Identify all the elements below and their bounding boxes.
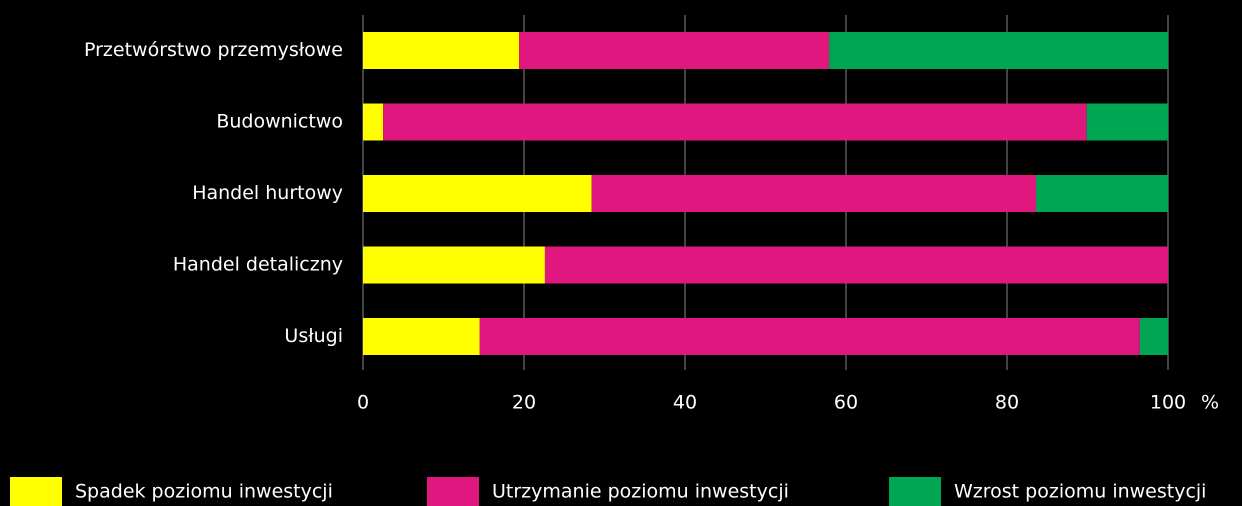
x-tick-label: 60 (834, 392, 858, 414)
x-unit: % (1201, 392, 1219, 414)
bar-segment (591, 175, 1036, 212)
bar-segment (383, 103, 1087, 141)
bar-segment (363, 103, 384, 141)
x-tick-label: 0 (357, 392, 369, 414)
bar-segment (1035, 175, 1168, 212)
legend-label: Wzrost poziomu inwestycji (954, 481, 1206, 503)
bar-segment (363, 246, 545, 284)
bar-segment (1139, 318, 1168, 355)
bar-segment (363, 175, 592, 212)
bar-segment (829, 32, 1168, 69)
legend-swatch (10, 477, 62, 506)
legend-label: Spadek poziomu inwestycji (75, 481, 333, 503)
bar-segment (479, 318, 1140, 355)
y-tick-label: Handel hurtowy (192, 182, 343, 204)
bar-segment (519, 32, 830, 69)
legend-label: Utrzymanie poziomu inwestycji (492, 481, 789, 503)
x-tick-label: 40 (673, 392, 697, 414)
y-tick-label: Budownictwo (216, 111, 343, 133)
x-tick-label: 100 (1150, 392, 1186, 414)
bar-segment (363, 318, 480, 355)
x-tick-label: 20 (512, 392, 536, 414)
bar-segment (363, 32, 520, 69)
y-tick-label: Handel detaliczny (173, 254, 343, 276)
y-tick-label: Przetwórstwo przemysłowe (84, 39, 343, 61)
x-tick-label: 80 (995, 392, 1019, 414)
y-tick-label: Usługi (284, 325, 343, 347)
bar-segment (1086, 103, 1168, 141)
legend-swatch (889, 477, 941, 506)
bar-segment (544, 246, 1168, 284)
legend-swatch (427, 477, 479, 506)
